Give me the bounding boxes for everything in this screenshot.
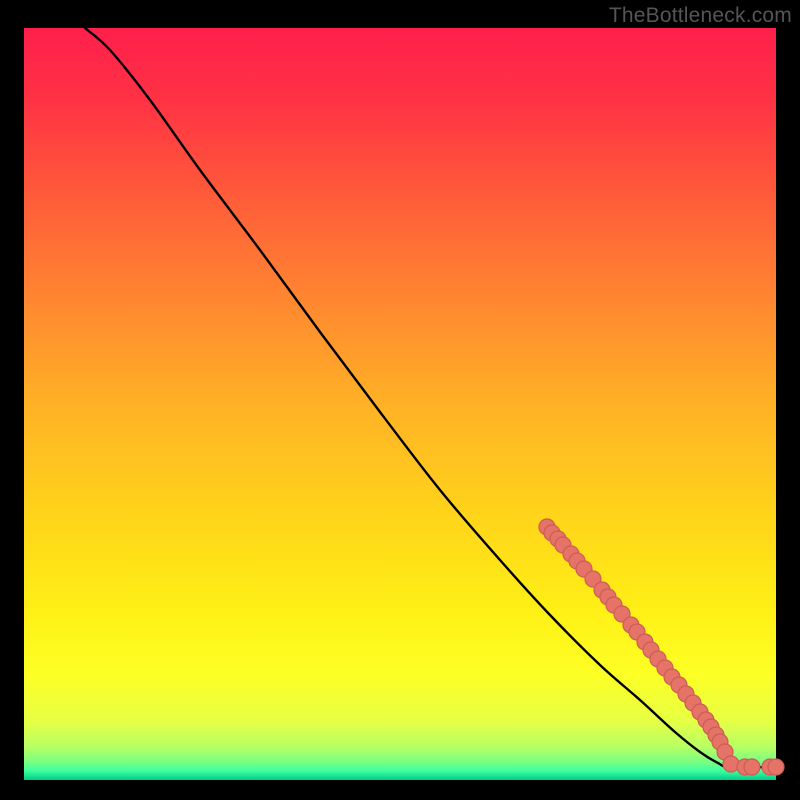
data-marker (723, 756, 739, 772)
data-marker (768, 759, 784, 775)
data-marker (744, 759, 760, 775)
bottleneck-chart (0, 0, 800, 800)
watermark-text: TheBottleneck.com (609, 4, 792, 28)
